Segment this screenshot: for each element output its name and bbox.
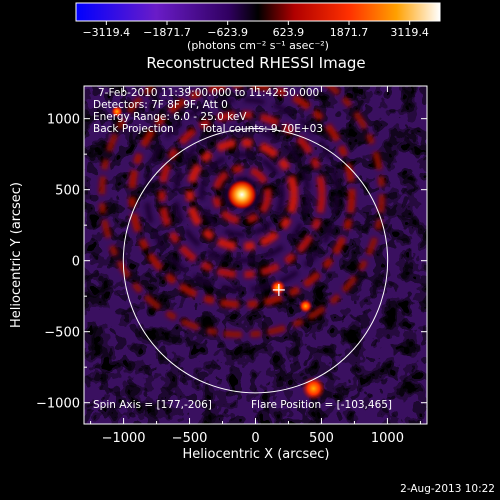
secondary-source: [110, 105, 123, 118]
annotation-energy: Energy Range: 6.0 - 25.0 keV: [93, 111, 247, 123]
y-tick-label: 500: [55, 184, 80, 199]
colorbar-tick-label: −3119.4: [82, 26, 130, 39]
annotation-spin-axis: Spin Axis = [177,-206]: [93, 399, 212, 411]
footer-date: 2-Aug-2013 10:22: [400, 483, 495, 495]
colorbar-tick-label: −1871.7: [143, 26, 191, 39]
chart-title: Reconstructed RHESSI Image: [146, 54, 365, 72]
annotation-time-range: 7-Feb-2010 11:39:00.000 to 11:42:50.000: [98, 87, 319, 99]
heatmap-image: [84, 86, 427, 424]
sidelobe-gap: [199, 152, 285, 238]
x-tick-label: 500: [309, 431, 334, 446]
secondary-source: [269, 279, 286, 296]
y-tick-label: 0: [72, 255, 80, 270]
x-axis-ticks: −1000 −500 0 500 1000: [90, 86, 421, 446]
annotation-counts: Total counts: 9.70E+03: [200, 123, 323, 135]
sidelobe-gap: [173, 126, 311, 264]
colorbar-ticks: −3119.4 −1871.7 −623.9 623.9 1871.7 3119.4: [82, 21, 429, 39]
y-axis-label: Heliocentric Y (arcsec): [9, 182, 24, 328]
colorbar-tick-label: 3119.4: [390, 26, 429, 39]
annotation-method: Back Projection: [93, 123, 174, 135]
x-axis-label: Heliocentric X (arcsec): [183, 447, 330, 462]
annotation-flare-position: Flare Position = [-103,465]: [251, 399, 392, 411]
sidelobe-ring: [158, 111, 326, 279]
annotation-detectors: Detectors: 7F 8F 9F, Att 0: [93, 99, 228, 111]
y-tick-label: 1000: [47, 113, 80, 128]
colorbar: [75, 2, 441, 22]
sidelobe-ring: [98, 86, 385, 338]
y-axis-ticks: −1000 −500 0 500 1000: [36, 113, 427, 412]
solar-limb-circle: [122, 128, 389, 394]
sidelobe-gap: [144, 97, 340, 293]
annotation-block: 7-Feb-2010 11:39:00.000 to 11:42:50.000 …: [93, 87, 392, 411]
x-tick-label: −1000: [102, 431, 146, 446]
secondary-source: [301, 376, 326, 401]
x-tick-label: 0: [251, 431, 259, 446]
colorbar-units: (photons cm⁻² s⁻¹ asec⁻²): [187, 39, 329, 52]
flare-source: [226, 179, 257, 210]
secondary-source: [298, 299, 313, 314]
flare-position-marker: [272, 283, 285, 296]
y-tick-label: −500: [44, 326, 80, 341]
sidelobe-ring: [212, 165, 272, 225]
y-tick-label: −1000: [36, 397, 80, 412]
x-tick-label: 1000: [371, 431, 404, 446]
colorbar-tick-label: 623.9: [273, 26, 305, 39]
colorbar-tick-label: −623.9: [207, 26, 248, 39]
colorbar-tick-label: 1871.7: [330, 26, 369, 39]
sidelobe-ring: [128, 86, 356, 309]
x-tick-label: −500: [172, 431, 208, 446]
sidelobe-ring: [185, 138, 298, 251]
